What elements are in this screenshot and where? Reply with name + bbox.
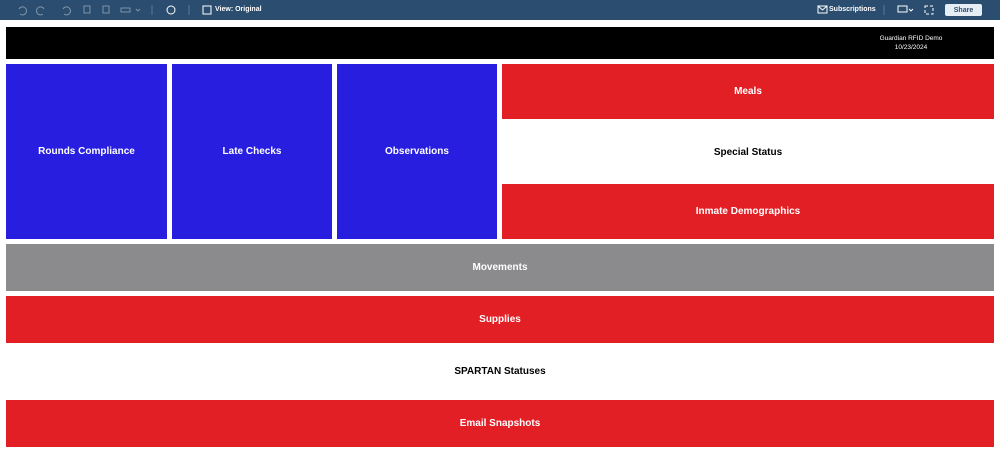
toolbar: View: Original Subscriptions Share xyxy=(0,0,1000,20)
toolbar-right-icons xyxy=(883,5,934,15)
view-button[interactable]: View: Original xyxy=(215,6,262,13)
share-label: Share xyxy=(953,6,974,14)
tile[interactable]: Special Status xyxy=(502,124,994,180)
tile[interactable]: Email Snapshots xyxy=(6,400,994,447)
tile[interactable]: Movements xyxy=(6,244,994,291)
header-date: 10/23/2024 xyxy=(894,44,928,51)
subscriptions-button[interactable]: Subscriptions xyxy=(829,6,876,13)
dashboard-header: Guardian RFID Demo 10/23/2024 xyxy=(6,27,994,59)
tile[interactable]: Late Checks xyxy=(172,64,332,239)
tile[interactable]: Observations xyxy=(337,64,497,239)
tile[interactable]: Inmate Demographics xyxy=(502,184,994,239)
tile[interactable]: Supplies xyxy=(6,296,994,343)
header-title: Guardian RFID Demo xyxy=(879,35,943,42)
tile[interactable]: Rounds Compliance xyxy=(6,64,167,239)
tile[interactable]: Meals xyxy=(502,64,994,119)
mail-icon xyxy=(817,5,828,14)
share-button[interactable]: Share xyxy=(945,4,982,16)
tile[interactable]: SPARTAN Statuses xyxy=(6,348,994,395)
toolbar-icons xyxy=(18,5,212,16)
